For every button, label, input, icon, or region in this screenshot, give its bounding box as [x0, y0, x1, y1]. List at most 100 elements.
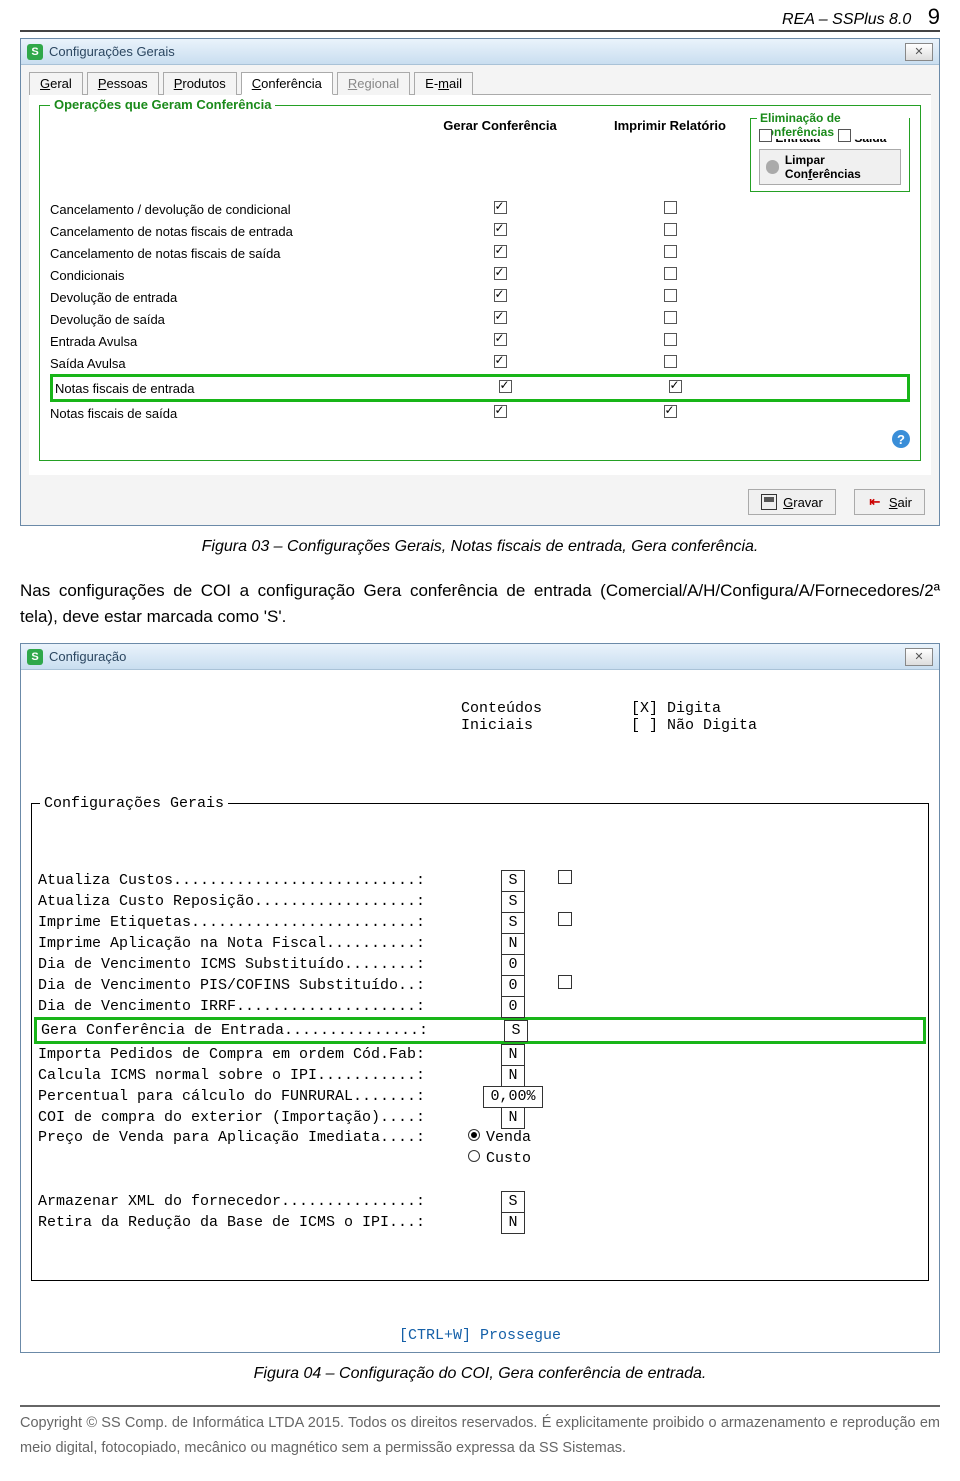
tab-produtos[interactable]: Produtos — [163, 72, 237, 95]
copyright-footer: Copyright © SS Comp. de Informática LTDA… — [20, 1411, 940, 1460]
exit-icon: ⇤ — [867, 494, 883, 510]
config-key: Importa Pedidos de Compra em ordem Cód.F… — [38, 1045, 468, 1065]
col-gerar: Gerar Conferência — [410, 118, 590, 192]
close-icon[interactable]: ✕ — [905, 648, 933, 666]
value-box[interactable]: S — [501, 1191, 524, 1213]
digita-checkbox[interactable] — [558, 912, 572, 926]
config-line: Retira da Redução da Base de ICMS o IPI.… — [38, 1212, 922, 1233]
digita-checkbox[interactable] — [558, 975, 572, 989]
config-key: Imprime Aplicação na Nota Fiscal........… — [38, 934, 468, 954]
window-title: Configurações Gerais — [49, 44, 905, 59]
config-line: Atualiza Custos.........................… — [38, 870, 922, 891]
tab-conferência[interactable]: Conferência — [241, 72, 333, 95]
value-box[interactable]: N — [501, 1044, 524, 1066]
gerar-checkbox[interactable] — [494, 289, 507, 302]
config-line: Imprime Aplicação na Nota Fiscal........… — [38, 933, 922, 954]
imprimir-checkbox[interactable] — [669, 380, 682, 393]
config-key: COI de compra do exterior (Importação)..… — [38, 1108, 468, 1128]
config-line: Importa Pedidos de Compra em ordem Cód.F… — [38, 1044, 922, 1065]
gerar-checkbox[interactable] — [494, 333, 507, 346]
imprimir-checkbox[interactable] — [664, 245, 677, 258]
operation-label: Devolução de entrada — [50, 290, 410, 305]
value-box[interactable]: 0 — [501, 975, 524, 997]
body-paragraph-1: Nas configurações de COI a configuração … — [20, 578, 940, 629]
titlebar[interactable]: S Configurações Gerais ✕ — [21, 39, 939, 65]
value-box[interactable]: 0 — [501, 954, 524, 976]
config-line: Preço de Venda para Aplicação Imediata..… — [38, 1128, 922, 1170]
config-key: Armazenar XML do fornecedor.............… — [38, 1192, 468, 1212]
radio-custo[interactable] — [468, 1150, 480, 1162]
tab-pessoas[interactable]: Pessoas — [87, 72, 159, 95]
help-icon[interactable]: ? — [892, 430, 910, 448]
col-imprimir: Imprimir Relatório — [590, 118, 750, 192]
radio-venda[interactable] — [468, 1129, 480, 1141]
col-conteudos-l1: Conteúdos — [461, 700, 631, 717]
eraser-icon — [766, 160, 779, 174]
config-key: Atualiza Custo Reposição................… — [38, 892, 468, 912]
tab-geral[interactable]: Geral — [29, 72, 83, 95]
value-box[interactable]: S — [501, 870, 524, 892]
config-key: Dia de Vencimento PIS/COFINS Substituído… — [38, 976, 468, 996]
config-line: Calcula ICMS normal sobre o IPI.........… — [38, 1065, 922, 1086]
gravar-button[interactable]: Gravar — [748, 489, 836, 515]
config-line: COI de compra do exterior (Importação)..… — [38, 1107, 922, 1128]
operation-label: Notas fiscais de saída — [50, 406, 410, 421]
doc-header: REA – SSPlus 8.0 9 — [20, 0, 940, 32]
imprimir-checkbox[interactable] — [664, 223, 677, 236]
titlebar-2[interactable]: S Configuração ✕ — [21, 644, 939, 670]
digita-checkbox[interactable] — [558, 870, 572, 884]
value-box[interactable]: N — [501, 1212, 524, 1234]
gerar-checkbox[interactable] — [499, 380, 512, 393]
config-line: Dia de Vencimento IRRF..................… — [38, 996, 922, 1017]
close-icon[interactable]: ✕ — [905, 43, 933, 61]
gerar-checkbox[interactable] — [494, 267, 507, 280]
app-icon: S — [27, 649, 43, 665]
gerar-checkbox[interactable] — [494, 311, 507, 324]
operation-label: Cancelamento de notas fiscais de saída — [50, 246, 410, 261]
config-gerais-fieldset: Configurações Gerais Atualiza Custos....… — [31, 803, 929, 1281]
gerar-checkbox[interactable] — [494, 245, 507, 258]
imprimir-checkbox[interactable] — [664, 311, 677, 324]
value-box[interactable]: N — [501, 1065, 524, 1087]
operation-row: Cancelamento de notas fiscais de saída — [50, 242, 910, 264]
operation-row: Devolução de saída — [50, 308, 910, 330]
col-digita: [X] Digita — [631, 700, 831, 717]
imprimir-checkbox[interactable] — [664, 267, 677, 280]
tab-e-mail[interactable]: E-mail — [414, 72, 473, 95]
operation-row: Condicionais — [50, 264, 910, 286]
value-box[interactable]: 0 — [501, 996, 524, 1018]
sair-button[interactable]: ⇤ Sair — [854, 489, 925, 515]
config-line: Armazenar XML do fornecedor.............… — [38, 1191, 922, 1212]
eliminacao-box: Eliminação de conferências Entrada Saída… — [750, 118, 910, 192]
operation-label: Entrada Avulsa — [50, 334, 410, 349]
value-box[interactable]: 0,00% — [483, 1086, 542, 1108]
eliminacao-legend: Eliminação de conferências — [757, 111, 909, 139]
limpar-button[interactable]: Limpar Conferências — [759, 149, 901, 185]
fieldset-legend-2: Configurações Gerais — [40, 794, 228, 814]
operation-label: Saída Avulsa — [50, 356, 410, 371]
value-box[interactable]: S — [501, 912, 524, 934]
operation-row: Cancelamento / devolução de condicional — [50, 198, 910, 220]
operation-row: Notas fiscais de entrada — [55, 377, 905, 399]
value-box[interactable]: S — [501, 891, 524, 913]
gerar-checkbox[interactable] — [494, 405, 507, 418]
operation-label: Cancelamento de notas fiscais de entrada — [50, 224, 410, 239]
gerar-checkbox[interactable] — [494, 201, 507, 214]
config-key: Dia de Vencimento IRRF..................… — [38, 997, 468, 1017]
value-box[interactable]: N — [501, 933, 524, 955]
operation-row: Saída Avulsa — [50, 352, 910, 374]
imprimir-checkbox[interactable] — [664, 405, 677, 418]
imprimir-checkbox[interactable] — [664, 201, 677, 214]
figure-caption-1: Figura 03 – Configurações Gerais, Notas … — [20, 538, 940, 556]
imprimir-checkbox[interactable] — [664, 355, 677, 368]
col-nao-digita: [ ] Não Digita — [631, 717, 831, 734]
tab-regional[interactable]: Regional — [337, 72, 410, 95]
value-box[interactable]: N — [501, 1107, 524, 1129]
imprimir-checkbox[interactable] — [664, 289, 677, 302]
gerar-checkbox[interactable] — [494, 223, 507, 236]
gerar-checkbox[interactable] — [494, 355, 507, 368]
fieldset-legend: Operações que Geram Conferência — [50, 97, 275, 112]
coi-window: S Configuração ✕ Conteúdos Iniciais [X] … — [20, 643, 940, 1353]
value-box[interactable]: S — [504, 1020, 527, 1042]
imprimir-checkbox[interactable] — [664, 333, 677, 346]
